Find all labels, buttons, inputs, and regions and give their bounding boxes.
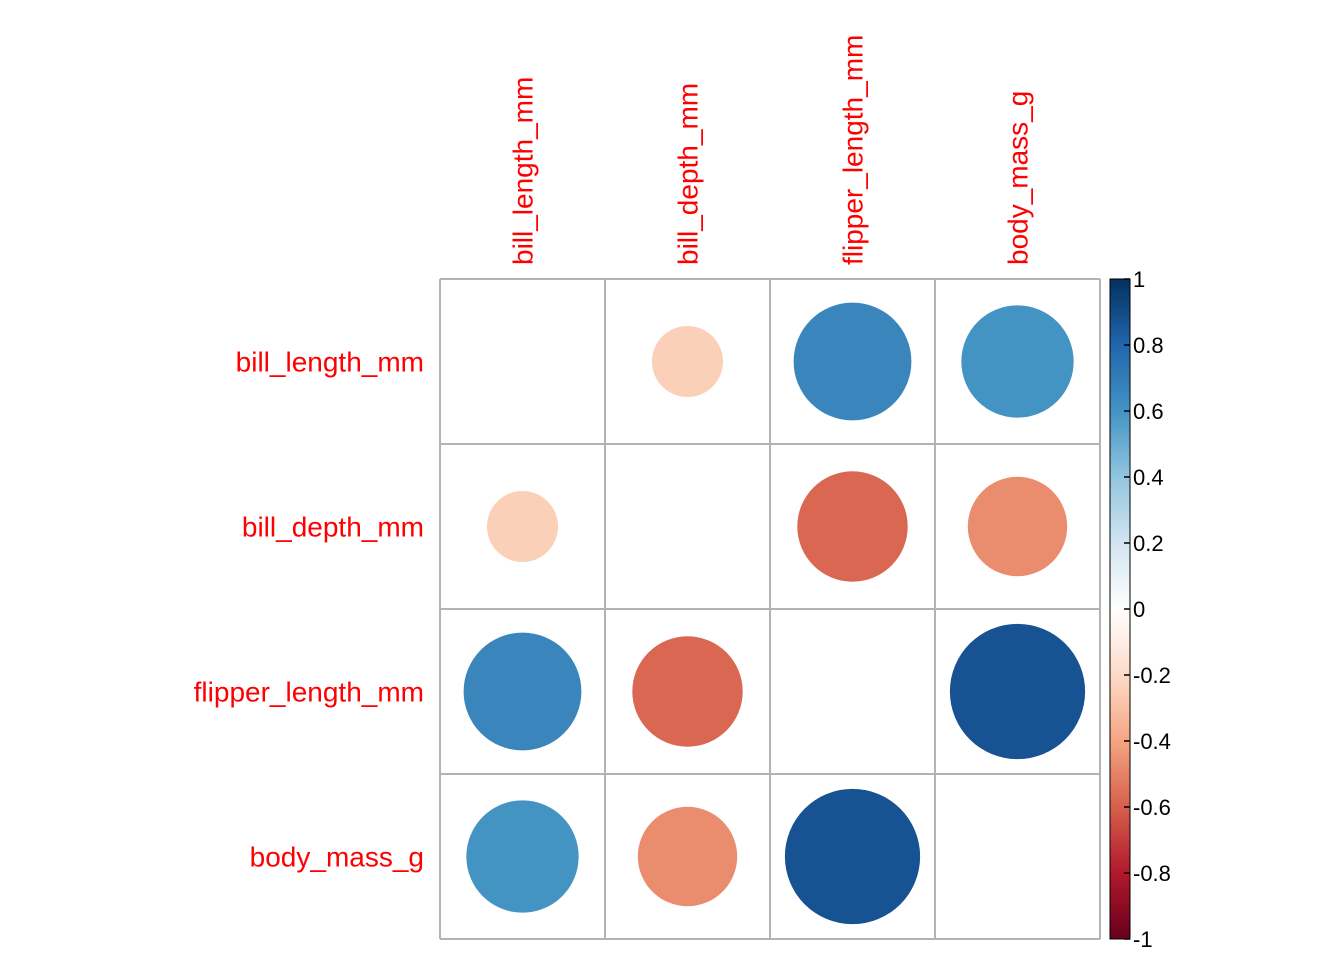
row-label: body_mass_g: [250, 842, 424, 873]
column-labels: bill_length_mm bill_depth_mm flipper_lengt…: [508, 35, 1034, 265]
colorbar-tick-label: 1: [1133, 267, 1145, 292]
corr-circle-flipper_length_mm-bill_length_mm: [464, 633, 582, 751]
colorbar-tick-label: 0.4: [1133, 465, 1164, 490]
corr-circle-bill_depth_mm-body_mass_g: [968, 477, 1067, 576]
correlation-circles: [464, 303, 1086, 925]
colorbar-tick-label: -0.2: [1133, 663, 1171, 688]
corr-circle-bill_length_mm-bill_depth_mm: [652, 326, 723, 397]
corr-circle-bill_depth_mm-flipper_length_mm: [797, 471, 907, 581]
colorbar-tick-label: 0: [1133, 597, 1145, 622]
colorbar-tick-label: 0.2: [1133, 531, 1164, 556]
corr-circle-bill_length_mm-flipper_length_mm: [794, 303, 912, 421]
corr-circle-bill_depth_mm-bill_length_mm: [487, 491, 558, 562]
colorbar-tick-label: -0.6: [1133, 795, 1171, 820]
corr-circle-bill_length_mm-body_mass_g: [961, 305, 1073, 417]
corr-circle-body_mass_g-bill_depth_mm: [638, 807, 737, 906]
corr-circle-flipper_length_mm-bill_depth_mm: [632, 636, 742, 746]
column-label: bill_depth_mm: [673, 83, 704, 265]
colorbar-tick-label: -0.8: [1133, 861, 1171, 886]
corr-circle-flipper_length_mm-body_mass_g: [950, 624, 1085, 759]
colorbar-tick-label: -0.4: [1133, 729, 1171, 754]
row-label: flipper_length_mm: [194, 677, 424, 708]
corr-circle-body_mass_g-bill_length_mm: [466, 800, 578, 912]
column-label: bill_length_mm: [508, 77, 539, 265]
colorbar-tick-label: 0.6: [1133, 399, 1164, 424]
colorbar: 1 0.8 0.6 0.4 0.2 0 -0.2 -0.4 -0.6 -0.8 -1: [1110, 267, 1171, 952]
colorbar-tick-label: -1: [1133, 927, 1153, 952]
row-label: bill_length_mm: [236, 347, 424, 378]
column-label: flipper_length_mm: [838, 35, 869, 265]
corr-circle-body_mass_g-flipper_length_mm: [785, 789, 920, 924]
colorbar-tick-label: 0.8: [1133, 333, 1164, 358]
column-label: body_mass_g: [1003, 91, 1034, 265]
row-label: bill_depth_mm: [242, 512, 424, 543]
row-labels: bill_length_mm bill_depth_mm flipper_lengt…: [194, 347, 424, 873]
